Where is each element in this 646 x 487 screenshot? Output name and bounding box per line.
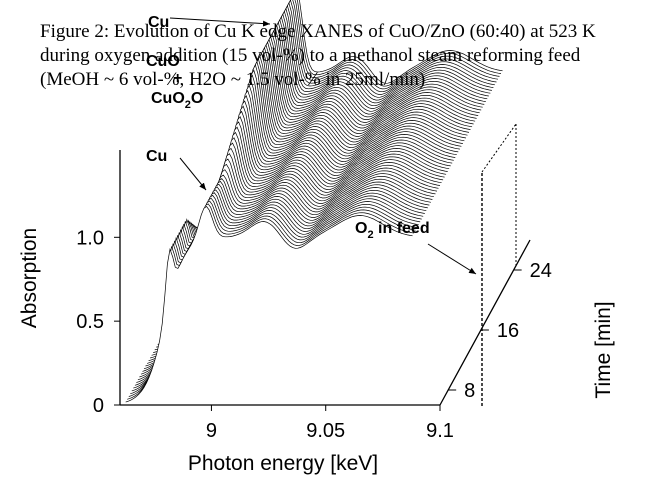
spectrum-fill [125,206,413,405]
x-tick-label: 9 [206,420,217,442]
annotation-o2-in-feed: O2 in feed [355,220,430,241]
annotation-arrow-cu [179,157,207,191]
spectrum-line [125,206,413,403]
annotation-cu-top: Cu [148,14,169,31]
axes-group [119,123,531,406]
time-axis-label: Time [min] [592,301,615,398]
annotation-arrow-cu-top [169,17,271,27]
time-tick-label: 24 [530,260,552,282]
spectrum-line [143,169,431,370]
y-tick-label: 0 [93,395,104,417]
annotation-arrow-o2 [427,243,477,275]
y-tick-label: 1.0 [76,227,104,249]
time-tick-label: 16 [497,320,519,342]
spectrum-line [134,189,422,386]
spectrum-line [137,183,425,381]
spectra-group [125,0,503,405]
spectrum-line [148,153,436,362]
annotation-cu2o: CuO2O [151,90,203,111]
spectrum-line [128,200,416,397]
spectrum-line [133,192,421,389]
spectrum-line [131,194,419,392]
time-axis-line [439,239,531,406]
annotation-cuo: CuO [146,53,180,70]
annotation-cu: Cu [146,148,167,165]
x-tick-label: 9.1 [426,420,454,442]
annotation-plus: + [173,70,182,87]
y-tick-label: 0.5 [76,311,104,333]
spectrum-line [140,178,428,375]
spectrum-line [142,174,430,372]
y-axis-label: Absorption [18,228,41,328]
x-axis-label: Photon energy [keV] [188,452,378,475]
spectrum-line [139,180,427,378]
annotation-cu2o-suffix: O [191,90,203,107]
spectrum-line [127,203,415,400]
spectrum-line [136,186,424,383]
time-tick-label: 8 [464,380,475,402]
spectrum-line [146,158,434,364]
annotation-o2-suffix: in feed [374,220,430,237]
spectrum-line [145,163,433,367]
o2-marker-line-top [481,123,517,173]
text-group: 9 9.05 9.1 0 0.5 1.0 8 16 24 Photon energy [keV] A… [18,14,615,475]
spectrum-line [130,197,418,395]
annotation-o2-subscript: 2 [367,229,373,241]
annotation-cu2o-subscript: 2 [185,99,191,111]
x-tick-label: 9.05 [306,420,345,442]
